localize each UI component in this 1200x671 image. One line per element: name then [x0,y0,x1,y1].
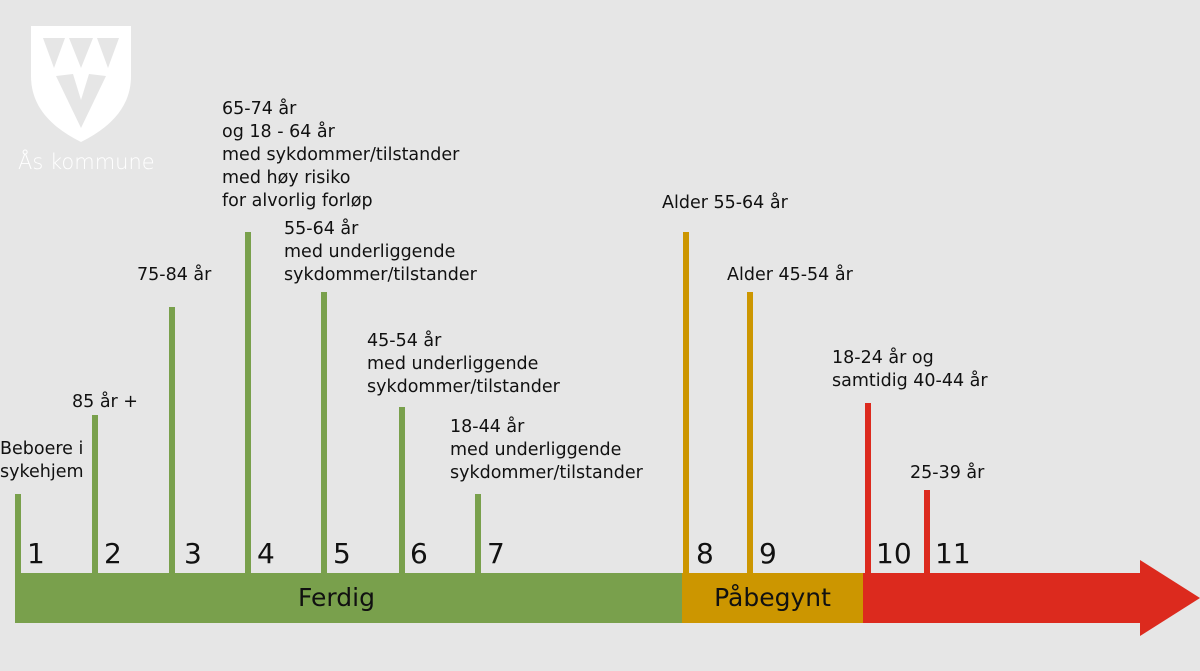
step-label-5: 55-64 år med underliggende sykdommer/til… [284,219,477,285]
step-label-10: 18-24 år og samtidig 40-44 år [832,348,988,391]
coat-of-arms-icon [31,26,131,142]
step-bar-2 [92,415,98,574]
step-bar-5 [321,292,327,574]
step-bar-11 [924,490,930,574]
step-number-3: 3 [184,537,202,570]
step-number-11: 11 [935,537,971,570]
step-bar-1 [15,494,21,574]
step-number-8: 8 [696,537,714,570]
step-number-1: 1 [27,537,45,570]
step-label-11: 25-39 år [910,463,985,483]
step-bar-9 [747,292,753,574]
step-bar-8 [683,232,689,574]
step-label-8: Alder 55-64 år [662,193,788,213]
step-label-2: 85 år + [72,392,138,412]
step-bar-6 [399,407,405,574]
step-number-10: 10 [876,537,912,570]
step-number-7: 7 [487,537,505,570]
step-number-5: 5 [333,537,351,570]
step-label-6: 45-54 år med underliggende sykdommer/til… [367,331,560,397]
step-number-9: 9 [759,537,777,570]
logo-text: Ås kommune [18,150,155,174]
step-number-6: 6 [410,537,428,570]
phase-label-started: Påbegynt [714,583,831,612]
municipality-logo: Ås kommune [18,24,155,184]
step-bar-7 [475,494,481,574]
step-label-9: Alder 45-54 år [727,265,853,285]
step-bar-3 [169,307,175,574]
phase-band-upcoming [863,573,1142,623]
step-label-1: Beboere i sykehjem [0,439,84,482]
step-label-4: 65-74 år og 18 - 64 år med sykdommer/til… [222,99,460,211]
phase-band-done [15,573,682,623]
step-bar-10 [865,403,871,574]
phase-band-started [682,573,863,623]
step-label-3: 75-84 år [137,265,212,285]
timeline-arrowhead [1140,560,1200,636]
step-bar-4 [245,232,251,574]
phase-label-done: Ferdig [298,583,375,612]
step-number-4: 4 [257,537,275,570]
step-label-7: 18-44 år med underliggende sykdommer/til… [450,417,643,483]
step-number-2: 2 [104,537,122,570]
